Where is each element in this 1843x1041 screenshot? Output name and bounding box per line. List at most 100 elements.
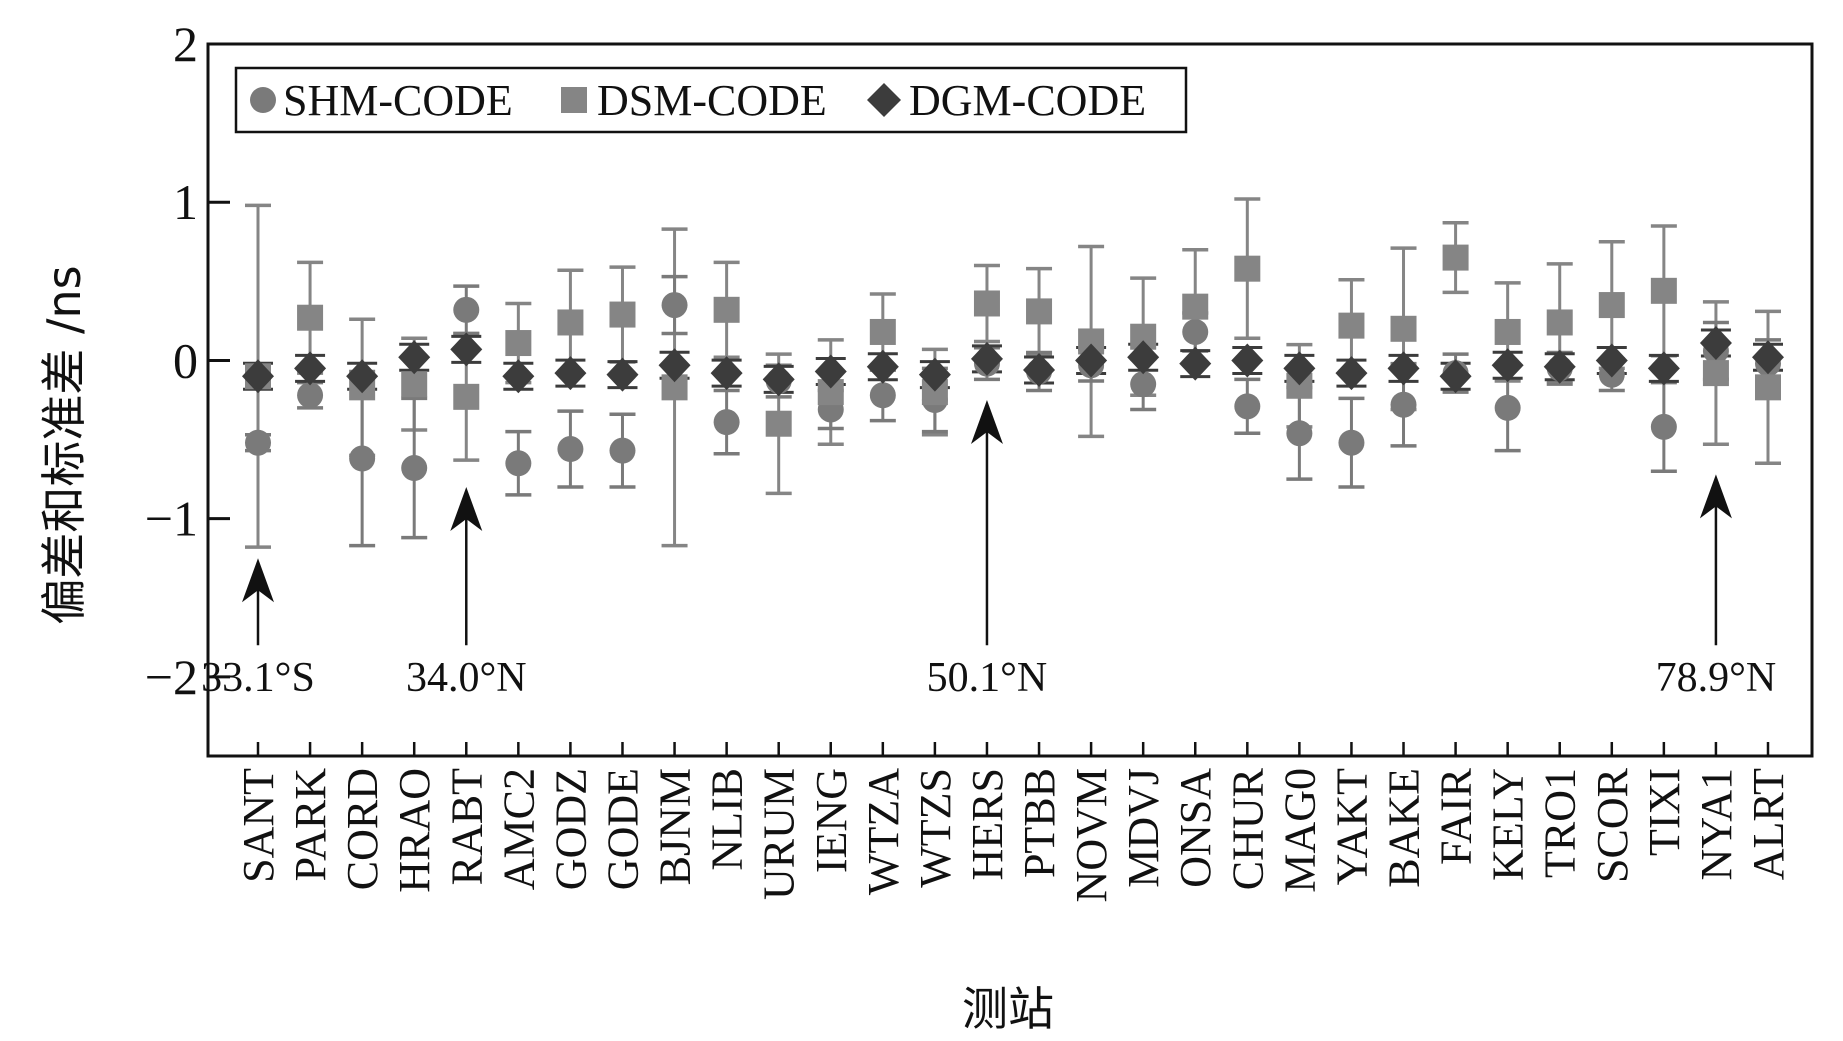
shm-point	[1650, 413, 1677, 440]
dsm-point	[1494, 318, 1521, 345]
annotation-arrowhead	[970, 400, 1003, 444]
dgm-point	[554, 356, 587, 391]
shm-point	[505, 450, 532, 477]
dgm-point	[658, 348, 691, 383]
shm-point	[349, 445, 376, 472]
station-label: SCOR	[1588, 767, 1637, 883]
station-label: AMC2	[494, 768, 543, 890]
station-label: WTZS	[911, 768, 960, 888]
dgm-point	[1595, 343, 1628, 378]
legend-dsm-label: DSM-CODE	[597, 76, 827, 125]
station-label: ALRT	[1744, 768, 1793, 880]
shm-point	[557, 436, 584, 463]
dsm-point	[1650, 277, 1677, 304]
dsm-point	[1702, 360, 1729, 387]
shm-point	[661, 292, 688, 319]
dgm-point	[1075, 343, 1108, 378]
station-label: GODE	[598, 768, 647, 890]
y-ticks: 2 1 0 −1 −2	[145, 16, 230, 705]
y-tick-label: 2	[173, 16, 198, 72]
dgm-point	[346, 359, 379, 394]
station-label: PTBB	[1015, 768, 1064, 878]
dsm-point	[973, 290, 1000, 317]
shm-point	[1390, 391, 1417, 418]
shm-point	[869, 382, 896, 409]
shm-point	[297, 382, 324, 409]
dgm-point	[398, 340, 431, 375]
legend-shm-label: SHM-CODE	[283, 76, 513, 125]
shm-point	[1338, 429, 1365, 456]
dgm-point	[242, 359, 274, 394]
station-label: SANT	[234, 768, 283, 883]
legend-box	[234, 66, 1188, 134]
annotation-arrowhead	[450, 487, 483, 532]
dgm-point	[1647, 351, 1680, 386]
station-label: TRO1	[1536, 768, 1585, 878]
station-label: ONSA	[1171, 768, 1220, 888]
station-label: WTZA	[859, 768, 908, 895]
station-label: KELY	[1484, 768, 1533, 881]
station-label: IENG	[807, 768, 856, 873]
station-label: MDVJ	[1119, 768, 1168, 888]
station-label: PARK	[286, 768, 335, 882]
station-label: BJNM	[651, 768, 700, 885]
dgm-point	[970, 341, 1003, 376]
dgm-point	[1752, 340, 1784, 375]
dgm-point	[1283, 351, 1316, 386]
dsm-point	[1598, 292, 1625, 319]
shm-point	[1494, 394, 1521, 421]
station-label: CORD	[338, 768, 387, 890]
shm-point	[1286, 420, 1313, 447]
dsm-point	[401, 371, 428, 398]
shm-point	[609, 437, 636, 464]
y-axis-title: 偏差和标准差 /ns	[37, 265, 91, 624]
dsm-point	[1182, 293, 1209, 320]
dsm-point	[1390, 315, 1417, 342]
y-tick-label: 1	[173, 174, 198, 230]
annotation-label: 50.1°N	[927, 655, 1048, 701]
station-labels: SANT PARK CORD HRAO RABT AMC2 GODZ GODE BJNM NLIB…	[234, 742, 1793, 902]
dsm-point	[453, 383, 480, 410]
dsm-point	[297, 304, 324, 331]
shm-point	[1182, 318, 1209, 345]
legend-shm-marker	[250, 87, 276, 113]
dgm-point	[1543, 349, 1576, 384]
dgm-point	[1023, 352, 1056, 387]
annotation-label: 34.0°N	[406, 655, 527, 701]
dgm-point	[450, 332, 483, 367]
latitude-annotations: 33.1°S 34.0°N 50.1°N 78.9°N	[201, 400, 1776, 701]
legend: SHM-CODE DSM-CODE DGM-CODE	[234, 66, 1188, 134]
dgm-point	[1127, 340, 1160, 375]
dgm-point	[1231, 343, 1264, 378]
station-label: NLIB	[703, 768, 752, 871]
dgm-point	[1491, 348, 1524, 383]
data-marks	[242, 197, 1784, 549]
y-tick-label: −2	[145, 649, 198, 705]
station-label: MAG0	[1275, 768, 1324, 893]
dgm-point	[1387, 351, 1420, 386]
station-label: RABT	[442, 768, 491, 885]
annotation-arrowhead	[1699, 474, 1732, 519]
shm-point	[1234, 393, 1261, 420]
dgm-point	[502, 359, 535, 394]
station-label: HRAO	[390, 768, 439, 893]
dsm-point	[1755, 374, 1781, 401]
shm-point	[401, 455, 428, 482]
dgm-point	[814, 354, 847, 389]
dsm-point	[713, 296, 740, 323]
station-label: CHUR	[1223, 767, 1272, 890]
dgm-point	[1699, 326, 1732, 361]
dgm-point	[606, 357, 639, 392]
annotation-label: 33.1°S	[201, 655, 315, 701]
y-tick-label: 0	[173, 332, 198, 388]
legend-dgm-marker	[867, 83, 901, 117]
dsm-point	[1442, 244, 1469, 271]
dsm-point	[869, 318, 896, 345]
station-label: NYA1	[1692, 768, 1741, 880]
dsm-point	[1026, 298, 1053, 325]
dsm-point	[1546, 309, 1573, 336]
dsm-point	[765, 410, 792, 437]
plot-frame	[206, 42, 1814, 758]
